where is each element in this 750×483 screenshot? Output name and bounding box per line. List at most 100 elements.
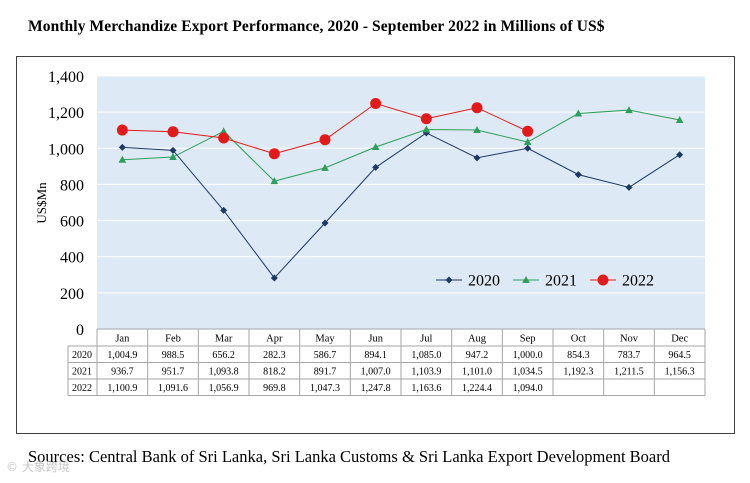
data-point-2021 (219, 127, 228, 135)
data-point-2021 (422, 125, 431, 133)
table-cell-value: 894.1 (364, 350, 387, 361)
legend-label: 2021 (545, 273, 577, 290)
data-point-2021 (675, 116, 684, 124)
series-line-2021 (122, 109, 680, 182)
data-point-2021 (523, 138, 532, 146)
y-tick-label: 400 (60, 250, 84, 267)
table-cell-value: 1,093.8 (209, 367, 239, 378)
data-point-2022 (218, 132, 230, 144)
table-cell-value: 988.5 (162, 350, 185, 361)
legend-label: 2020 (468, 273, 500, 290)
chart-title: Monthly Merchandize Export Performance, … (28, 18, 605, 35)
y-tick-label: 600 (60, 214, 84, 231)
source-note: Sources: Central Bank of Sri Lanka, Sri … (28, 447, 671, 466)
table-cell-value: 1,100.9 (107, 383, 137, 394)
data-point-2020 (270, 274, 278, 282)
x-tick-label: Aug (468, 334, 487, 345)
data-point-2022 (319, 134, 331, 146)
table-cell-value: 1,211.5 (614, 367, 644, 378)
x-tick-label: Jul (420, 334, 432, 345)
table-cell-value: 1,103.9 (411, 367, 441, 378)
table-cell-value: 586.7 (314, 350, 337, 361)
x-tick-label: Feb (165, 334, 181, 345)
data-point-2020 (574, 171, 582, 179)
data-point-2021 (169, 153, 177, 161)
table-cell-value: 1,163.6 (411, 383, 441, 394)
series-line-2020 (122, 132, 680, 279)
data-point-2020 (625, 183, 633, 191)
table-cell-value: 947.2 (466, 350, 489, 361)
x-tick-label: Jan (115, 334, 130, 345)
data-point-2021 (118, 155, 127, 163)
table-cell-value: 1,101.0 (462, 367, 492, 378)
table-cell-value: 1,056.9 (209, 383, 239, 394)
table-cell-value: 1,085.0 (411, 350, 441, 361)
table-cell-value: 1,156.3 (665, 367, 695, 378)
table-cell-value: 1,094.0 (513, 383, 543, 394)
table-cell-value: 282.3 (263, 350, 286, 361)
table-cell-value: 1,247.8 (361, 383, 391, 394)
table-cell-value: 1,007.0 (361, 367, 391, 378)
x-tick-label: Jun (368, 334, 383, 345)
y-axis-label: US$Mn (34, 182, 49, 224)
y-tick-label: 0 (76, 322, 84, 339)
data-point-2021 (574, 109, 583, 117)
y-tick-label: 1,400 (48, 69, 84, 86)
x-tick-label: Mar (215, 334, 233, 345)
table-cell-value: 964.5 (668, 350, 691, 361)
table-cell-value: 854.3 (567, 350, 590, 361)
data-point-2022 (116, 124, 128, 136)
legend-marker (522, 276, 530, 283)
data-point-2020 (524, 144, 532, 152)
data-point-2021 (625, 106, 633, 114)
data-point-2021 (473, 126, 481, 134)
table-cell-value: 1,034.5 (513, 367, 543, 378)
data-point-2020 (473, 154, 481, 162)
x-tick-label: Apr (266, 334, 283, 345)
y-tick-label: 800 (60, 177, 84, 194)
table-cell-value: 656.2 (212, 350, 235, 361)
x-tick-label: Oct (571, 334, 586, 345)
data-point-2020 (169, 146, 177, 154)
data-point-2020 (372, 163, 380, 171)
x-tick-label: Dec (671, 334, 688, 345)
table-cell-value: 1,224.4 (462, 383, 492, 394)
data-point-2020 (220, 206, 228, 214)
table-cell-value: 951.7 (162, 367, 185, 378)
table-cell-value: 1,004.9 (107, 350, 137, 361)
plot-area (97, 76, 705, 329)
table-cell-value: 783.7 (618, 350, 641, 361)
data-point-2021 (371, 143, 380, 151)
data-point-2021 (321, 163, 329, 171)
data-point-2020 (118, 143, 126, 151)
table-row-label: 2021 (72, 367, 92, 378)
x-tick-label: May (315, 334, 335, 345)
x-tick-label: Sep (520, 334, 536, 345)
legend-marker (597, 274, 609, 286)
table-cell-value: 1,192.3 (563, 367, 593, 378)
data-point-2022 (167, 126, 179, 138)
data-point-2022 (471, 102, 483, 114)
data-point-2022 (420, 113, 432, 125)
watermark: © 大象跨境 (6, 460, 70, 474)
y-tick-label: 1,000 (48, 141, 84, 158)
table-cell-value: 936.7 (111, 367, 134, 378)
data-point-2022 (522, 125, 534, 137)
x-tick-label: Nov (620, 334, 639, 345)
table-row-label: 2020 (72, 350, 92, 361)
table-cell-value: 1,047.3 (310, 383, 340, 394)
data-point-2022 (268, 148, 280, 160)
data-point-2022 (370, 98, 382, 110)
data-point-2021 (270, 177, 279, 185)
legend-marker (445, 276, 453, 284)
table-cell-value: 818.2 (263, 367, 286, 378)
table-cell-value: 891.7 (314, 367, 337, 378)
table-cell-value: 1,091.6 (158, 383, 188, 394)
data-point-2020 (676, 151, 684, 159)
legend-label: 2022 (622, 273, 654, 290)
y-tick-label: 200 (60, 286, 84, 303)
table-cell-value: 969.8 (263, 383, 286, 394)
table-cell-value: 1,000.0 (513, 350, 543, 361)
y-tick-label: 1,200 (48, 105, 84, 122)
